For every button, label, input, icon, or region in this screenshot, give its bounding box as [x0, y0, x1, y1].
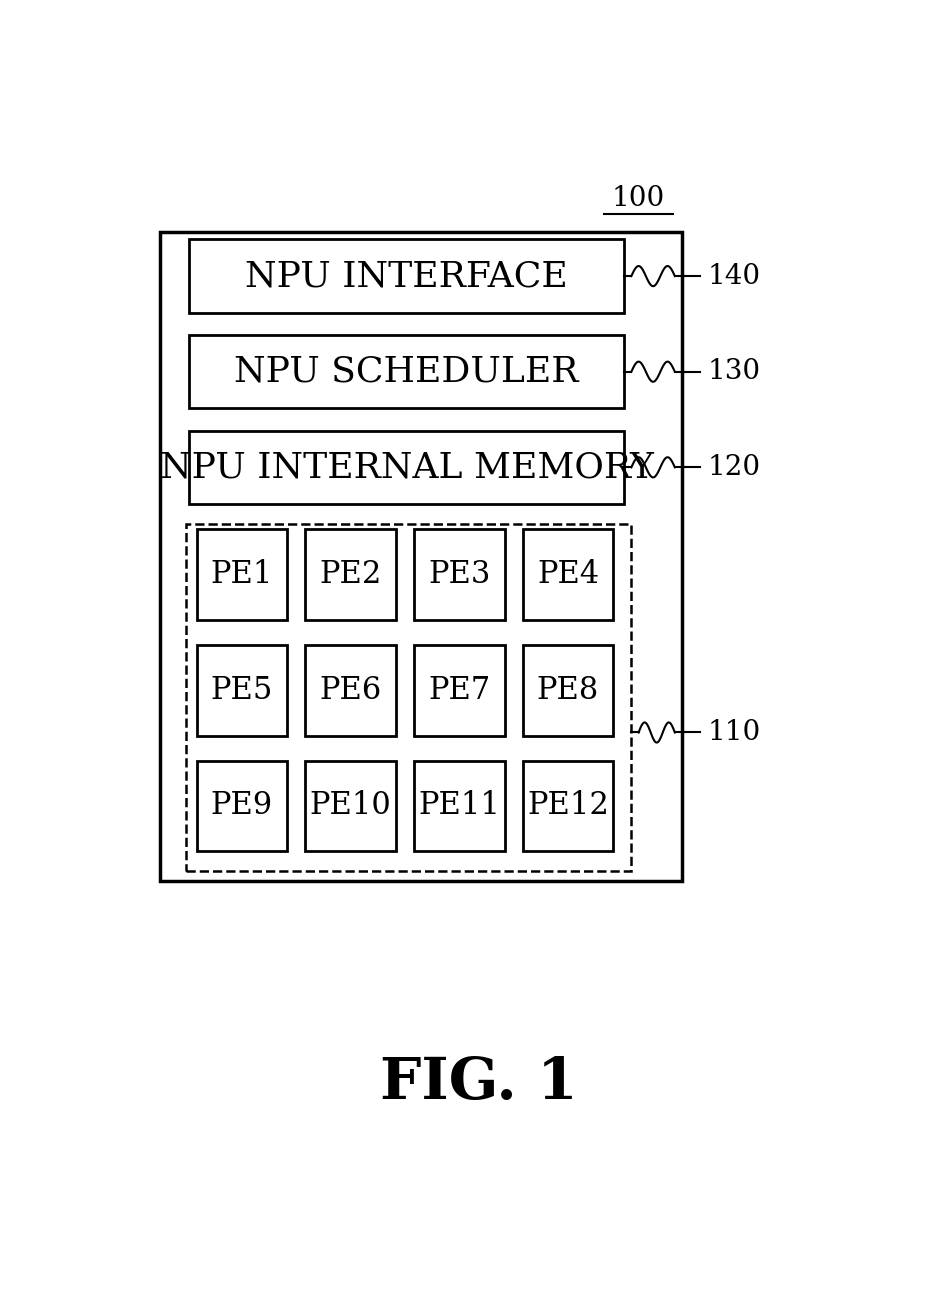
Bar: [186, 524, 631, 872]
Text: NPU SCHEDULER: NPU SCHEDULER: [235, 354, 579, 388]
Text: PE2: PE2: [320, 559, 381, 589]
Bar: [196, 644, 287, 736]
Bar: [189, 335, 625, 408]
Text: PE5: PE5: [210, 674, 273, 706]
Text: PE10: PE10: [309, 791, 392, 822]
Bar: [306, 644, 396, 736]
Bar: [306, 529, 396, 620]
Text: PE3: PE3: [428, 559, 491, 589]
Text: 130: 130: [708, 358, 760, 386]
Text: PE6: PE6: [320, 674, 381, 706]
Text: FIG. 1: FIG. 1: [381, 1055, 578, 1111]
Bar: [189, 239, 625, 312]
Bar: [189, 430, 625, 505]
Text: NPU INTERNAL MEMORY: NPU INTERNAL MEMORY: [160, 451, 654, 485]
Text: PE7: PE7: [428, 674, 490, 706]
Bar: [414, 644, 505, 736]
Text: 110: 110: [708, 719, 761, 746]
Text: PE11: PE11: [418, 791, 500, 822]
Text: 140: 140: [708, 263, 760, 290]
Bar: [196, 529, 287, 620]
Bar: [523, 761, 613, 851]
Text: PE1: PE1: [210, 559, 273, 589]
Bar: [414, 529, 505, 620]
Text: 100: 100: [612, 186, 665, 212]
Text: NPU INTERFACE: NPU INTERFACE: [245, 259, 568, 293]
Text: PE12: PE12: [527, 791, 609, 822]
Bar: [523, 529, 613, 620]
Text: PE8: PE8: [537, 674, 599, 706]
Bar: [414, 761, 505, 851]
Text: PE4: PE4: [537, 559, 599, 589]
Bar: [306, 761, 396, 851]
Bar: [196, 761, 287, 851]
Bar: [161, 233, 683, 881]
Text: 120: 120: [708, 454, 760, 481]
Bar: [523, 644, 613, 736]
Text: PE9: PE9: [210, 791, 273, 822]
